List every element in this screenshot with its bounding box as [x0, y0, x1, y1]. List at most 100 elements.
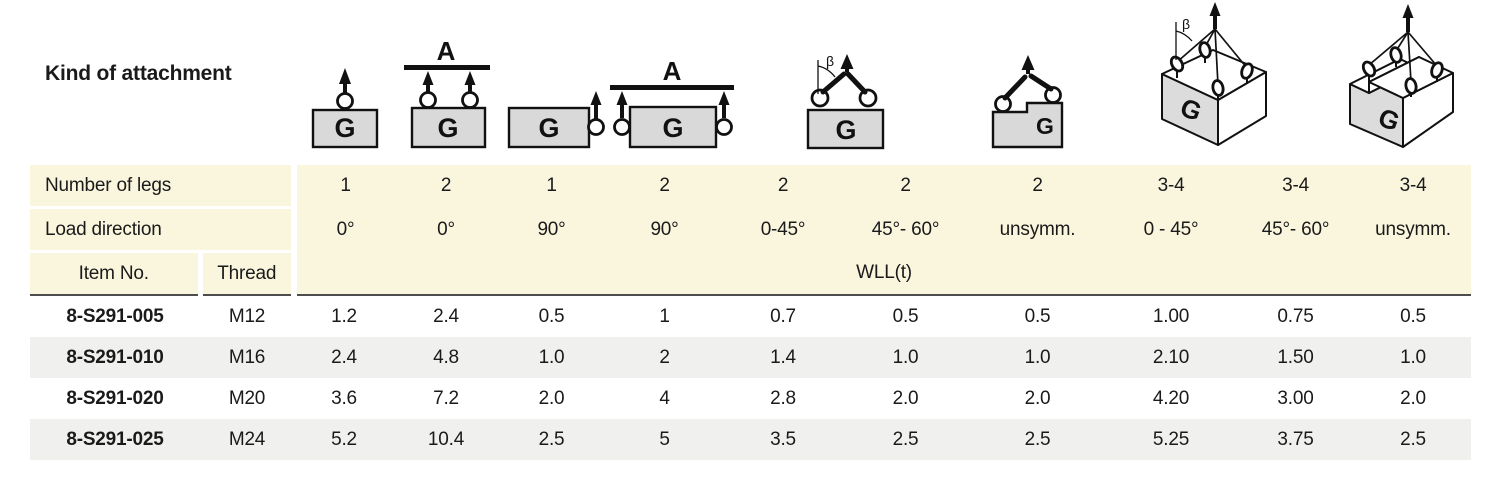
- wll-cell: 2.8: [724, 378, 843, 419]
- legs-value: 2: [842, 165, 970, 208]
- three-four-leg-unsymmetric-icon: G: [1349, 4, 1454, 148]
- svg-text:A: A: [437, 36, 456, 66]
- wll-cell: 1.0: [498, 337, 606, 378]
- wll-cell: 0.5: [498, 295, 606, 337]
- wll-cell: 2.4: [294, 337, 395, 378]
- two-leg-90deg-beam-icon: A G: [610, 56, 734, 149]
- thread-header: Thread: [200, 251, 298, 296]
- load-direction-value: 90°: [605, 207, 725, 252]
- wll-cell: 10.4: [394, 419, 499, 460]
- two-leg-unsymmetric-icon: G: [991, 55, 1064, 149]
- load-direction-value: 0°: [394, 207, 499, 252]
- column-header-row: Item No. Thread WLL(t): [30, 251, 1472, 296]
- load-direction-value: 0-45°: [724, 207, 843, 252]
- legs-value: 1: [498, 165, 606, 208]
- legs-value: 3-4: [1106, 165, 1237, 208]
- load-direction-label: Load direction: [30, 207, 298, 253]
- item-no-cell: 8-S291-005: [30, 295, 200, 337]
- legs-value: 2: [724, 165, 843, 208]
- legs-value: 2: [394, 165, 499, 208]
- load-direction-value: unsymm.: [969, 207, 1107, 252]
- wll-cell: 2.5: [969, 419, 1107, 460]
- wll-cell: 4.8: [394, 337, 499, 378]
- three-four-leg-angle-beta-icon: G β: [1161, 2, 1267, 146]
- legs-value: 2: [969, 165, 1107, 208]
- svg-text:G: G: [334, 113, 355, 143]
- svg-text:G: G: [835, 115, 856, 145]
- svg-text:G: G: [1036, 113, 1054, 139]
- load-direction-value: unsymm.: [1355, 207, 1472, 252]
- wll-cell: 7.2: [394, 378, 499, 419]
- wll-table: Number of legs 1 2 1 2 2 2 2 3-4 3-4 3-4…: [30, 165, 1472, 460]
- wll-cell: 2.5: [498, 419, 606, 460]
- wll-cell: 1: [605, 295, 725, 337]
- wll-cell: 2.5: [842, 419, 970, 460]
- thread-cell: M20: [200, 378, 295, 419]
- wll-cell: 1.50: [1236, 337, 1356, 378]
- thread-cell: M16: [200, 337, 295, 378]
- svg-text:G: G: [662, 113, 683, 143]
- item-no-cell: 8-S291-020: [30, 378, 200, 419]
- thread-cell: M12: [200, 295, 295, 337]
- table-row: 8-S291-025 M24 5.2 10.4 2.5 5 3.5 2.5 2.…: [30, 419, 1472, 460]
- load-direction-value: 0 - 45°: [1106, 207, 1237, 252]
- wll-cell: 2.0: [842, 378, 970, 419]
- wll-cell: 2.5: [1355, 419, 1472, 460]
- wll-cell: 0.7: [724, 295, 843, 337]
- wll-cell: 4.20: [1106, 378, 1237, 419]
- wll-cell: 3.00: [1236, 378, 1356, 419]
- number-of-legs-row: Number of legs 1 2 1 2 2 2 2 3-4 3-4 3-4: [30, 165, 1472, 209]
- wll-cell: 5.2: [294, 419, 395, 460]
- wll-cell: 5: [605, 419, 725, 460]
- wll-cell: 3.6: [294, 378, 395, 419]
- svg-text:β: β: [826, 53, 834, 69]
- wll-cell: 1.00: [1106, 295, 1237, 337]
- single-leg-0deg-icon: G: [311, 68, 379, 149]
- load-direction-value: 45°- 60°: [1236, 207, 1356, 252]
- wll-cell: 2.10: [1106, 337, 1237, 378]
- wll-cell: 3.75: [1236, 419, 1356, 460]
- load-direction-value: 0°: [294, 207, 395, 252]
- wll-cell: 0.5: [969, 295, 1107, 337]
- load-direction-value: 45°- 60°: [842, 207, 970, 252]
- table-row: 8-S291-010 M16 2.4 4.8 1.0 2 1.4 1.0 1.0…: [30, 337, 1472, 378]
- svg-text:A: A: [663, 56, 682, 86]
- legs-value: 1: [294, 165, 395, 208]
- table-row: 8-S291-005 M12 1.2 2.4 0.5 1 0.7 0.5 0.5…: [30, 295, 1472, 337]
- legs-value: 3-4: [1355, 165, 1472, 208]
- wll-cell: 1.0: [969, 337, 1107, 378]
- wll-cell: 2.0: [969, 378, 1107, 419]
- two-leg-angle-beta-icon: G β: [806, 53, 885, 150]
- wll-cell: 2.0: [1355, 378, 1472, 419]
- load-direction-row: Load direction 0° 0° 90° 90° 0-45° 45°- …: [30, 207, 1472, 253]
- item-no-cell: 8-S291-010: [30, 337, 200, 378]
- two-leg-0deg-beam-icon: A G: [404, 36, 490, 149]
- table-row: 8-S291-020 M20 3.6 7.2 2.0 4 2.8 2.0 2.0…: [30, 378, 1472, 419]
- wll-cell: 2: [605, 337, 725, 378]
- svg-text:G: G: [437, 113, 458, 143]
- wll-cell: 3.5: [724, 419, 843, 460]
- svg-text:G: G: [538, 113, 559, 143]
- wll-cell: 1.4: [724, 337, 843, 378]
- item-no-header: Item No.: [30, 251, 203, 296]
- thread-cell: M24: [200, 419, 295, 460]
- wll-header: WLL(t): [294, 251, 1472, 296]
- kind-of-attachment-band: Kind of attachment G A G G A G: [0, 0, 1510, 165]
- wll-cell: 4: [605, 378, 725, 419]
- svg-text:β: β: [1182, 16, 1190, 32]
- kind-of-attachment-label: Kind of attachment: [45, 62, 232, 85]
- single-leg-90deg-icon: G: [507, 91, 605, 149]
- wll-cell: 2.4: [394, 295, 499, 337]
- number-of-legs-label: Number of legs: [30, 165, 298, 209]
- legs-value: 3-4: [1236, 165, 1356, 208]
- wll-cell: 1.0: [1355, 337, 1472, 378]
- wll-cell: 5.25: [1106, 419, 1237, 460]
- wll-cell: 0.75: [1236, 295, 1356, 337]
- wll-cell: 1.2: [294, 295, 395, 337]
- wll-cell: 0.5: [1355, 295, 1472, 337]
- wll-cell: 2.0: [498, 378, 606, 419]
- item-no-cell: 8-S291-025: [30, 419, 200, 460]
- wll-cell: 1.0: [842, 337, 970, 378]
- wll-cell: 0.5: [842, 295, 970, 337]
- legs-value: 2: [605, 165, 725, 208]
